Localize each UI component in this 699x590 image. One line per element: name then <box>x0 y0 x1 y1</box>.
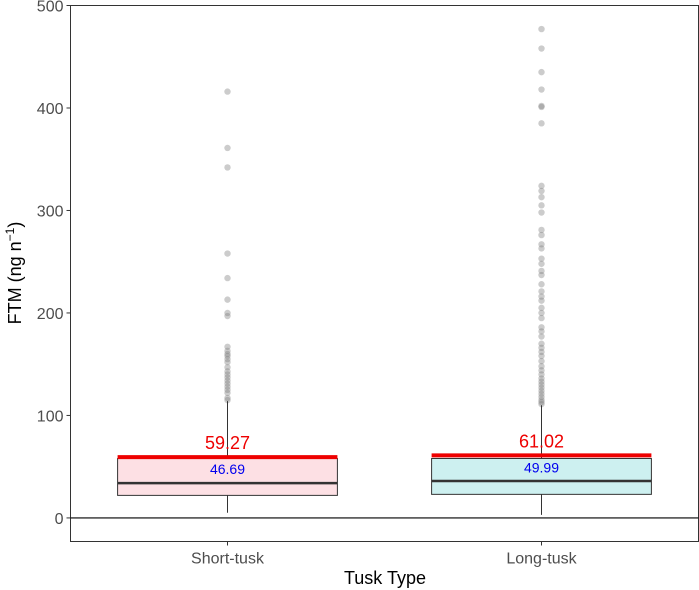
outlier-point <box>224 312 231 320</box>
outlier-point <box>224 164 231 171</box>
outlier-point <box>224 374 231 381</box>
box-group: 61.02 49.99 <box>431 25 652 515</box>
y-axis-title-main: FTM (ng n <box>5 241 25 324</box>
outlier-point <box>538 45 545 52</box>
outlier-point <box>538 309 545 317</box>
outlier-point <box>538 281 545 288</box>
outlier-point <box>538 398 545 406</box>
outlier-point <box>538 352 545 360</box>
outlier-point <box>538 102 545 110</box>
outlier-point <box>538 396 545 404</box>
y-axis-title-close: ) <box>5 222 25 228</box>
outlier-point <box>538 400 545 408</box>
outlier-point <box>538 103 545 111</box>
outlier-point <box>224 88 231 95</box>
outlier-point <box>538 86 545 93</box>
outlier-point <box>224 394 231 402</box>
outlier-point <box>538 375 545 382</box>
outlier-point <box>538 202 545 209</box>
median-value-label: 49.99 <box>524 459 559 475</box>
outlier-point <box>224 309 231 317</box>
outlier-point <box>224 389 231 397</box>
outlier-point <box>538 363 545 370</box>
box-group: 59.27 46.69 <box>117 88 338 513</box>
outlier-point <box>224 377 231 384</box>
outlier-point <box>538 324 545 331</box>
outlier-point <box>538 333 545 340</box>
outlier-point <box>224 144 231 152</box>
y-tick-label: 400 <box>37 101 64 118</box>
outlier-point <box>224 383 231 390</box>
outlier-point <box>538 304 545 312</box>
outlier-point <box>224 358 231 366</box>
outlier-point <box>538 328 545 335</box>
y-tick-label: 200 <box>37 306 64 323</box>
outlier-point <box>538 267 545 275</box>
box-body <box>431 457 652 495</box>
outlier-point <box>538 182 545 190</box>
outlier-point <box>538 226 545 234</box>
outlier-point <box>538 348 545 356</box>
outlier-point <box>538 367 545 374</box>
outlier-point <box>224 368 231 375</box>
outlier-point <box>538 260 545 267</box>
outlier-point <box>224 350 231 358</box>
outlier-point <box>224 343 231 350</box>
outlier-point <box>224 386 231 394</box>
outlier-point <box>538 387 545 395</box>
outlier-point <box>538 25 545 33</box>
outlier-point <box>538 68 545 76</box>
x-tick-label: Long-tusk <box>506 551 577 568</box>
outlier-point <box>224 396 231 404</box>
box-body <box>117 457 338 496</box>
outlier-point <box>538 357 545 365</box>
y-tick-label: 300 <box>37 203 64 220</box>
outlier-point <box>538 297 545 304</box>
outlier-point <box>224 355 231 363</box>
outlier-point <box>224 364 231 371</box>
outlier-point <box>538 245 545 252</box>
outlier-point <box>538 231 545 239</box>
x-tick-label: Short-tusk <box>191 551 265 568</box>
y-tick-label: 0 <box>55 511 64 528</box>
outlier-point <box>224 296 231 303</box>
outlier-point <box>538 384 545 391</box>
y-tick-label: 500 <box>37 0 64 16</box>
y-tick-label: 100 <box>37 408 64 425</box>
outlier-point <box>538 288 545 295</box>
outlier-point <box>538 344 545 352</box>
y-axis: 0 100 200 300 400 500 <box>37 0 71 528</box>
outlier-point <box>538 390 545 398</box>
outlier-point <box>538 120 545 127</box>
mean-label: 59.27 <box>205 433 250 453</box>
outlier-point <box>538 271 545 279</box>
outlier-point <box>538 371 545 378</box>
outlier-point <box>538 193 545 201</box>
y-axis-title-superscript: −1 <box>3 227 17 241</box>
outlier-point <box>224 274 231 282</box>
outlier-point <box>538 209 545 216</box>
y-axis-title: FTM (ng n−1) <box>3 222 25 325</box>
outlier-point <box>538 314 545 322</box>
median-value-label: 46.69 <box>210 461 245 477</box>
outlier-point <box>538 241 545 248</box>
outlier-point <box>224 380 231 387</box>
outlier-point <box>538 293 545 300</box>
outlier-point <box>538 340 545 347</box>
outlier-point <box>538 378 545 385</box>
outlier-point <box>224 250 231 257</box>
mean-label: 61.02 <box>519 431 564 451</box>
box-series: 59.27 46.69 61.02 49.99 <box>117 25 652 515</box>
x-axis: Short-tusk Long-tusk <box>191 541 578 568</box>
outlier-point <box>224 347 231 355</box>
outlier-point <box>224 371 231 378</box>
outlier-point <box>538 381 545 388</box>
outlier-point <box>538 393 545 401</box>
outlier-point <box>224 352 231 360</box>
outlier-point <box>538 255 545 262</box>
x-axis-title: Tusk Type <box>344 568 426 588</box>
outlier-point <box>538 187 545 195</box>
